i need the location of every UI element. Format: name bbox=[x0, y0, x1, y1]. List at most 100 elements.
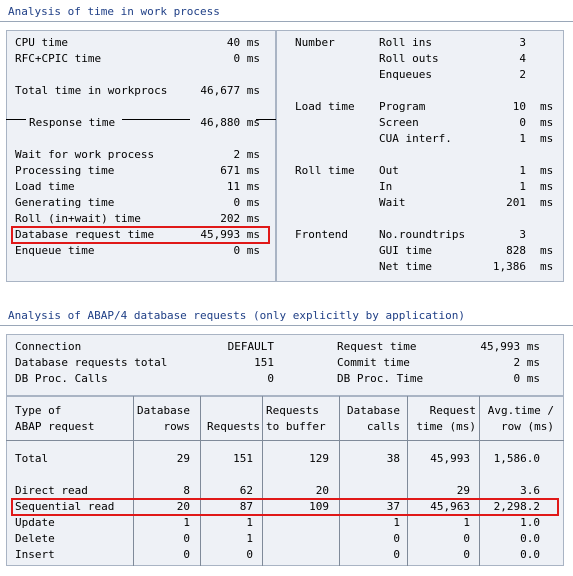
col-divider bbox=[262, 396, 263, 566]
cell-calls: 0 bbox=[393, 548, 400, 561]
response-rule-right bbox=[256, 119, 276, 120]
generating-label: Generating time bbox=[15, 196, 115, 209]
col-header-db-rows: Database rows bbox=[137, 404, 190, 433]
rfc-cpic-value: 0 ms bbox=[233, 52, 261, 65]
db-requests-total-value: 151 bbox=[254, 356, 274, 369]
gui-time-value: 828 bbox=[506, 244, 526, 257]
cell-calls: 1 bbox=[393, 516, 400, 529]
cell-type: Sequential read bbox=[15, 500, 115, 513]
program-label: Program bbox=[379, 100, 426, 113]
load-time-label: Load time bbox=[15, 180, 75, 193]
response-time-label: Response time bbox=[29, 115, 116, 131]
response-rule-mid bbox=[122, 119, 190, 120]
section-divider-2 bbox=[0, 325, 573, 326]
section-title-work-process: Analysis of time in work process bbox=[8, 5, 220, 18]
cell-avg: 1.0 bbox=[520, 516, 540, 529]
number-group-label: Number bbox=[295, 36, 335, 49]
roll-in-wait-value: 202 ms bbox=[220, 212, 260, 225]
out-unit: ms bbox=[540, 164, 554, 177]
cell-requests: 1 bbox=[246, 516, 253, 529]
request-time-label: Request time bbox=[337, 340, 417, 353]
processing-label: Processing time bbox=[15, 164, 115, 177]
cell-type: Insert bbox=[15, 548, 55, 561]
cell-db-rows: 0 bbox=[183, 548, 190, 561]
cell-avg: 1,586.0 bbox=[493, 452, 540, 465]
gui-time-label: GUI time bbox=[379, 244, 432, 257]
in-value: 1 bbox=[519, 180, 526, 193]
col-divider bbox=[133, 396, 134, 566]
cua-interf-unit: ms bbox=[540, 132, 554, 145]
connection-label: Connection bbox=[15, 340, 82, 353]
col-divider bbox=[339, 396, 340, 566]
cell-calls: 0 bbox=[393, 532, 400, 545]
wait-wp-label: Wait for work process bbox=[15, 148, 155, 161]
col-divider bbox=[407, 396, 408, 566]
total-time-value: 46,677 ms bbox=[200, 84, 260, 97]
cell-time: 0 bbox=[463, 532, 470, 545]
commit-time-label: Commit time bbox=[337, 356, 410, 369]
enqueues-value: 2 bbox=[519, 68, 526, 81]
out-value: 1 bbox=[519, 164, 526, 177]
out-label: Out bbox=[379, 164, 399, 177]
enqueue-time-label: Enqueue time bbox=[15, 244, 95, 257]
cell-calls: 37 bbox=[386, 500, 400, 513]
cua-interf-label: CUA interf. bbox=[379, 132, 452, 145]
enqueues-label: Enqueues bbox=[379, 68, 432, 81]
cell-avg: 2,298.2 bbox=[493, 500, 540, 513]
connection-value: DEFAULT bbox=[227, 340, 274, 353]
col-header-requests-to-buffer: Requests to buffer bbox=[266, 404, 326, 433]
cell-avg: 3.6 bbox=[520, 484, 540, 497]
cell-avg: 0.0 bbox=[520, 548, 540, 561]
cell-calls: 38 bbox=[386, 452, 400, 465]
db-request-highlight bbox=[11, 226, 270, 244]
db-proc-calls-label: DB Proc. Calls bbox=[15, 372, 108, 385]
roll-outs-label: Roll outs bbox=[379, 52, 439, 65]
cell-time: 45,993 bbox=[430, 452, 470, 465]
counts-panel bbox=[276, 30, 564, 282]
col-header-db-calls: Database calls bbox=[347, 404, 400, 433]
section-title-db-requests: Analysis of ABAP/4 database requests (on… bbox=[8, 309, 465, 322]
cell-type: Delete bbox=[15, 532, 55, 545]
cell-to-buffer: 20 bbox=[315, 484, 329, 497]
in-label: In bbox=[379, 180, 393, 193]
db-proc-calls-value: 0 bbox=[267, 372, 274, 385]
screen-value: 0 bbox=[519, 116, 526, 129]
db-proc-time-value: 0 ms bbox=[513, 372, 541, 385]
cell-time: 45,963 bbox=[430, 500, 470, 513]
sequential-read-highlight bbox=[11, 498, 559, 516]
request-time-value: 45,993 ms bbox=[480, 340, 540, 353]
cell-avg: 0.0 bbox=[520, 532, 540, 545]
roundtrips-value: 3 bbox=[519, 228, 526, 241]
program-value: 10 bbox=[512, 100, 526, 113]
net-time-label: Net time bbox=[379, 260, 432, 273]
cell-requests: 151 bbox=[233, 452, 253, 465]
cell-requests: 1 bbox=[246, 532, 253, 545]
wait-value: 201 bbox=[506, 196, 526, 209]
roll-ins-label: Roll ins bbox=[379, 36, 432, 49]
cell-requests: 87 bbox=[239, 500, 253, 513]
cell-to-buffer: 109 bbox=[309, 500, 329, 513]
col-header-avg-time: Avg.time / row (ms) bbox=[487, 404, 554, 433]
time-breakdown-panel bbox=[6, 30, 276, 282]
enqueue-time-value: 0 ms bbox=[233, 244, 261, 257]
cpu-time-value: 40 ms bbox=[226, 36, 260, 49]
col-header-type: Type of ABAP request bbox=[15, 404, 95, 433]
wait-wp-value: 2 ms bbox=[233, 148, 261, 161]
db-summary-panel bbox=[6, 334, 564, 396]
load-time-value: 11 ms bbox=[226, 180, 260, 193]
roll-ins-value: 3 bbox=[519, 36, 526, 49]
col-header-request-time: Request time (ms) bbox=[416, 404, 476, 433]
cell-to-buffer: 129 bbox=[309, 452, 329, 465]
rfc-cpic-label: RFC+CPIC time bbox=[15, 52, 102, 65]
wait-label: Wait bbox=[379, 196, 406, 209]
screen-unit: ms bbox=[540, 116, 554, 129]
cell-type: Total bbox=[15, 452, 49, 465]
cpu-time-label: CPU time bbox=[15, 36, 68, 49]
total-time-label: Total time in workprocs bbox=[15, 84, 168, 97]
in-unit: ms bbox=[540, 180, 554, 193]
table-header-divider bbox=[6, 440, 564, 441]
screen-label: Screen bbox=[379, 116, 419, 129]
response-rule-left bbox=[6, 119, 26, 120]
db-request-time-label: Database request time bbox=[15, 228, 155, 241]
net-time-value: 1,386 bbox=[492, 260, 526, 273]
